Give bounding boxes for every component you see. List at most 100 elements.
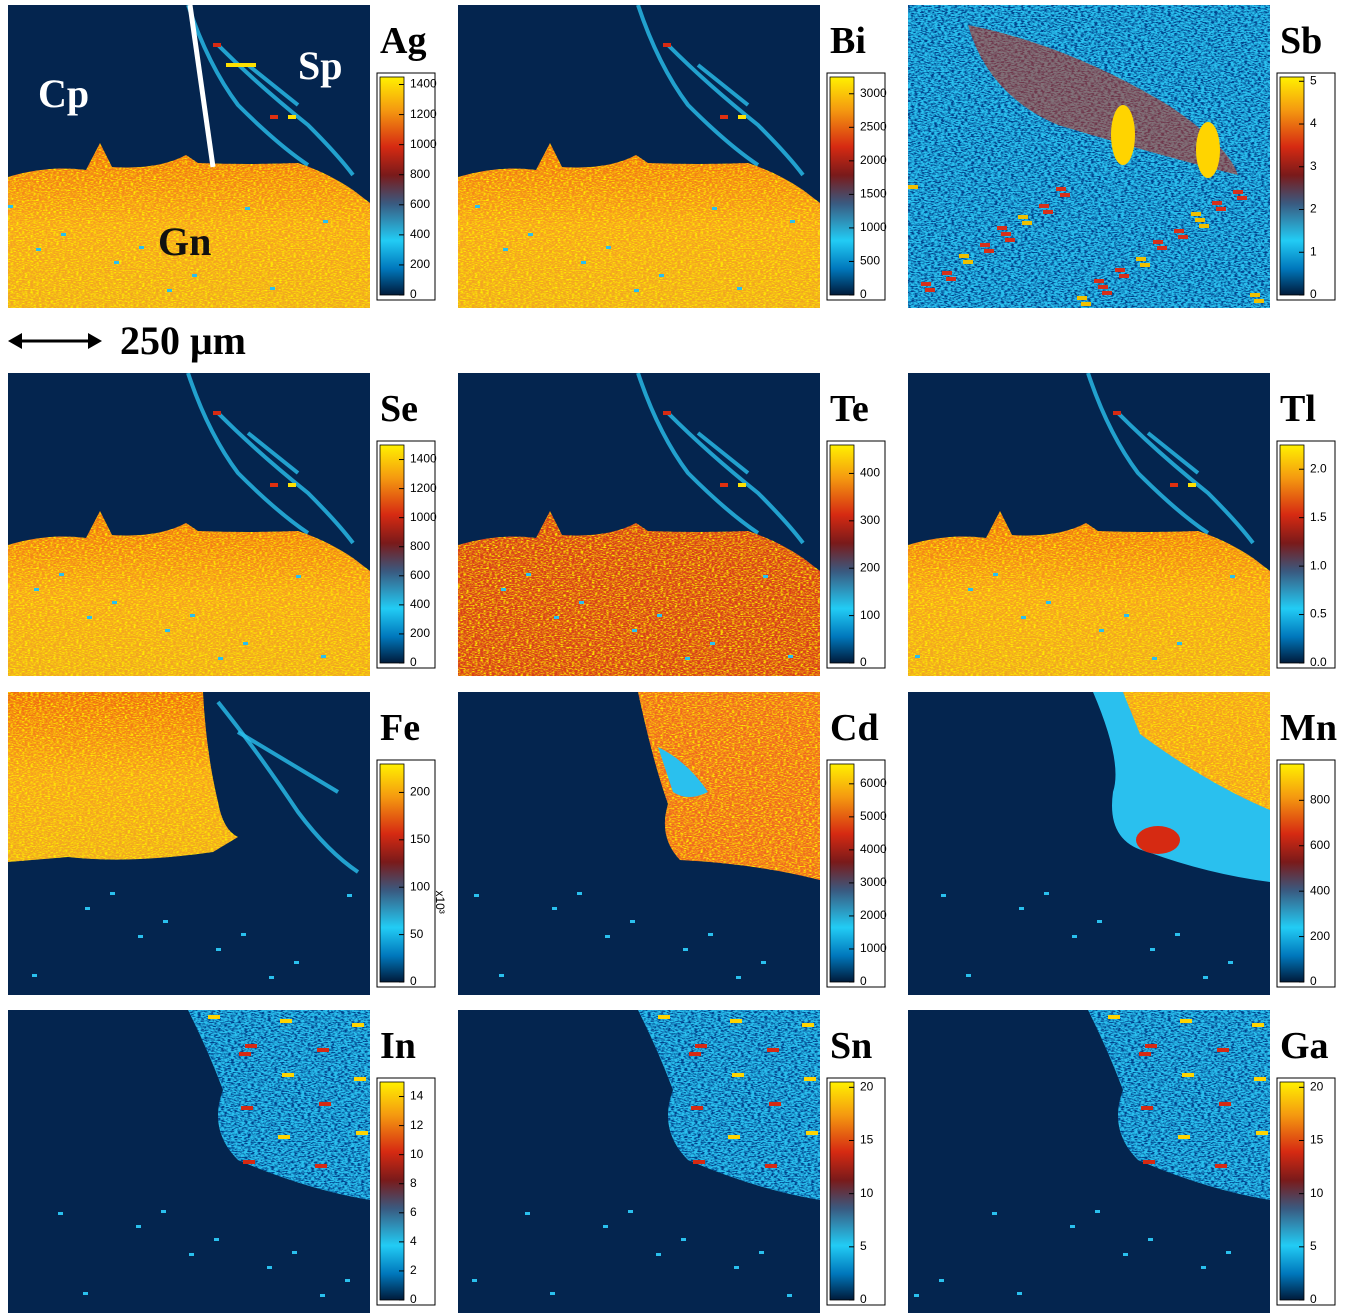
- map-spot: [1170, 483, 1178, 487]
- colorbar-tick-label: 2000: [860, 153, 887, 167]
- map-spot: [1212, 201, 1222, 205]
- map-spot: [280, 1019, 292, 1023]
- map-spot: [908, 185, 918, 189]
- map-spot: [1136, 257, 1146, 261]
- map-speck: [656, 1253, 661, 1256]
- panel: Tl0.00.51.01.52.0: [908, 373, 1335, 676]
- map-spot: [1043, 210, 1053, 214]
- map-spot: [738, 115, 746, 119]
- element-map: [908, 373, 1270, 676]
- map-speck: [736, 976, 741, 979]
- map-spot: [921, 282, 931, 286]
- colorbar-tick-label: 50: [410, 927, 424, 941]
- scale-bar: 250 μm: [8, 318, 246, 363]
- map-speck: [759, 1251, 764, 1254]
- map-spot: [1216, 207, 1226, 211]
- colorbar: [1280, 764, 1304, 982]
- map-spot: [1233, 190, 1243, 194]
- map-spot: [1178, 1135, 1190, 1139]
- map-speck: [503, 248, 508, 251]
- panel: Ga05101520: [908, 1010, 1335, 1313]
- map-speck: [737, 287, 742, 290]
- map-speck: [321, 655, 326, 658]
- colorbar-tick-label: 0: [410, 655, 417, 669]
- map-speck: [1097, 920, 1102, 923]
- map-speck: [788, 655, 793, 658]
- element-map: [8, 1010, 370, 1313]
- element-label: Ga: [1280, 1025, 1329, 1067]
- colorbar: [830, 1082, 854, 1300]
- colorbar-tick-label: 0: [860, 287, 867, 301]
- map-speck: [939, 1279, 944, 1282]
- map-spot: [319, 1102, 331, 1106]
- panel: Cd0100020003000400050006000: [458, 692, 887, 995]
- map-speck: [214, 1238, 219, 1241]
- map-speck: [1021, 616, 1026, 619]
- colorbar-tick-label: 300: [860, 513, 880, 527]
- map-spot: [1108, 1015, 1120, 1019]
- map-spot: [1018, 215, 1028, 219]
- colorbar-tick-label: 15: [860, 1133, 874, 1147]
- map-spot: [1005, 238, 1015, 242]
- map-speck: [659, 274, 664, 277]
- map-spot: [1182, 1073, 1194, 1077]
- map-speck: [87, 616, 92, 619]
- map-spot: [356, 1131, 368, 1135]
- map-speck: [190, 614, 195, 617]
- colorbar: [380, 445, 404, 663]
- map-spot: [738, 483, 746, 487]
- panel: Te0100200300400: [458, 373, 885, 676]
- map-speck: [1177, 642, 1182, 645]
- colorbar-tick-label: 200: [1310, 929, 1330, 943]
- map-spot: [1195, 218, 1205, 222]
- map-speck: [528, 233, 533, 236]
- colorbar: [1280, 445, 1304, 663]
- map-speck: [1226, 1251, 1231, 1254]
- map-speck: [761, 961, 766, 964]
- map-speck: [294, 961, 299, 964]
- colorbar-tick-label: 1200: [410, 107, 437, 121]
- map-spot: [942, 271, 952, 275]
- colorbar: [830, 445, 854, 663]
- element-map: [458, 5, 820, 308]
- map-spot: [984, 249, 994, 253]
- map-spot: [730, 1019, 742, 1023]
- figure: 250 μm CpSpGnAg0200400600800100012001400…: [0, 0, 1351, 1313]
- colorbar-tick-label: 2000: [860, 908, 887, 922]
- colorbar-tick-label: 2500: [860, 119, 887, 133]
- map-speck: [475, 205, 480, 208]
- map-spot: [804, 1077, 816, 1081]
- map-spot: [278, 1135, 290, 1139]
- colorbar-tick-label: 100: [860, 608, 880, 622]
- map-spot: [226, 63, 256, 67]
- map-speck: [216, 948, 221, 951]
- colorbar-tick-label: 6000: [860, 776, 887, 790]
- map-spot: [1098, 285, 1108, 289]
- map-spot: [1196, 122, 1220, 178]
- map-speck: [61, 233, 66, 236]
- map-speck: [320, 1294, 325, 1297]
- map-spot: [282, 1073, 294, 1077]
- map-spot: [695, 1044, 707, 1048]
- map-spot: [1254, 299, 1264, 303]
- colorbar-tick-label: 0: [410, 1292, 417, 1306]
- colorbar-tick-label: 0: [1310, 1292, 1317, 1306]
- colorbar-tick-label: 400: [410, 597, 430, 611]
- map-speck: [1099, 629, 1104, 632]
- map-speck: [85, 907, 90, 910]
- map-speck: [218, 657, 223, 660]
- map-speck: [968, 588, 973, 591]
- colorbar: [380, 1082, 404, 1300]
- element-label: Fe: [380, 707, 420, 749]
- map-speck: [681, 1238, 686, 1241]
- map-speck: [36, 248, 41, 251]
- map-spot: [728, 1135, 740, 1139]
- map-speck: [1150, 948, 1155, 951]
- map-speck: [139, 246, 144, 249]
- map-speck: [165, 629, 170, 632]
- map-speck: [630, 920, 635, 923]
- map-speck: [114, 261, 119, 264]
- map-spot: [352, 1023, 364, 1027]
- map-spot: [1140, 263, 1150, 267]
- map-spot: [802, 1023, 814, 1027]
